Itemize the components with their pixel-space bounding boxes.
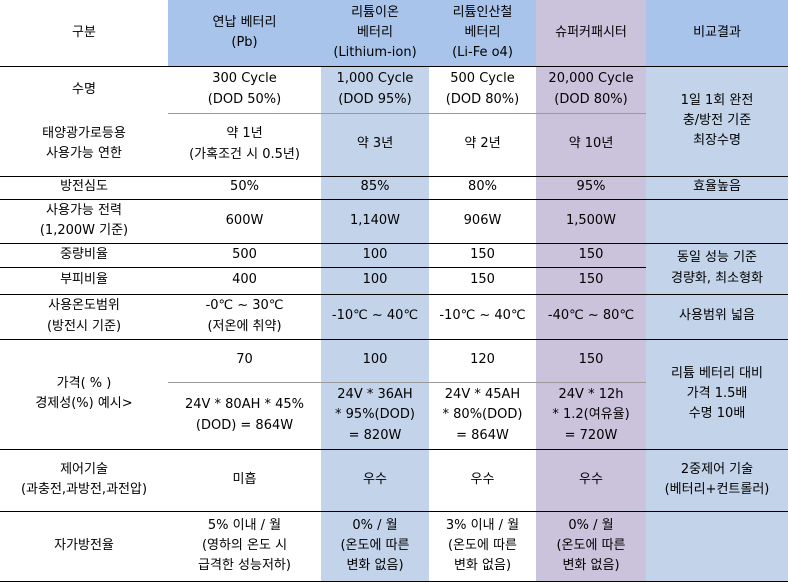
cell-weight-pb: 500 — [168, 242, 321, 267]
row-label-volume: 부피비율 — [0, 266, 168, 294]
row-label-weight: 중량비율 — [0, 242, 168, 267]
cell-solar-li: 약 3년 — [321, 112, 429, 176]
cell-selfdischarge-pb: 5% 이내 / 월 (영하의 온도 시 급격한 성능저하) — [168, 510, 321, 582]
cell-life-li: 1,000 Cycle (DOD 95%) — [321, 66, 429, 113]
cell-price-lfp: 120 — [429, 338, 536, 382]
cell-econ-sc: 24V * 12h * 1.2(여유율) = 720W — [536, 381, 646, 449]
cell-life-sc: 20,000 Cycle (DOD 80%) — [536, 66, 646, 113]
cell-power-lfp: 906W — [429, 198, 536, 243]
cell-life-pb: 300 Cycle (DOD 50%) — [168, 66, 321, 113]
row-label-dod: 방전심도 — [0, 175, 168, 199]
cell-power-li: 1,140W — [321, 198, 429, 243]
cell-solar-sc: 약 10년 — [536, 112, 646, 176]
cell-control-li: 우수 — [321, 448, 429, 511]
cell-control-result: 2중제어 기술 (베터리+컨트롤러) — [646, 448, 788, 511]
cell-solar-lfp: 약 2년 — [429, 112, 536, 176]
header-supercapacitor: 슈퍼커패시터 — [536, 0, 646, 67]
row-label-temp: 사용온도범위 (방전시 기준) — [0, 293, 168, 339]
cell-power-sc: 1,500W — [536, 198, 646, 243]
row-label-power: 사용가능 전력 (1,200W 기준) — [0, 198, 168, 243]
cell-selfdischarge-lfp: 3% 이내 / 월 (온도에 따른 변화 없음) — [429, 510, 536, 582]
header-category: 구분 — [0, 0, 168, 67]
cell-control-pb: 미흡 — [168, 448, 321, 511]
cell-dod-sc: 95% — [536, 175, 646, 199]
cell-temp-pb: -0℃ ~ 30℃ (저온에 취약) — [168, 293, 321, 339]
cell-selfdischarge-li: 0% / 월 (온도에 따른 변화 없음) — [321, 510, 429, 582]
cell-control-sc: 우수 — [536, 448, 646, 511]
cell-econ-li: 24V * 36AH * 95%(DOD) = 820W — [321, 381, 429, 449]
cell-temp-lfp: -10℃ ~ 40℃ — [429, 293, 536, 339]
header-lithium-ion: 리튬이온 베터리 (Lithium-ion) — [321, 0, 429, 67]
cell-life-lfp: 500 Cycle (DOD 80%) — [429, 66, 536, 113]
cell-weight-sc: 150 — [536, 242, 646, 267]
cell-dod-lfp: 80% — [429, 175, 536, 199]
cell-control-lfp: 우수 — [429, 448, 536, 511]
row-label-solar: 태양광가로등용 사용가능 연한 — [0, 113, 168, 176]
header-lifepo4: 리튬인산철 베터리 (Li-Fe o4) — [429, 0, 536, 67]
cell-power-pb: 600W — [168, 198, 321, 243]
cell-dod-li: 85% — [321, 175, 429, 199]
cell-volume-li: 100 — [321, 266, 429, 294]
cell-temp-li: -10℃ ~ 40℃ — [321, 293, 429, 339]
cell-econ-lfp: 24V * 45AH * 80%(DOD) = 864W — [429, 381, 536, 449]
cell-temp-result: 사용범위 넓음 — [646, 293, 788, 339]
cell-price-pb: 70 — [168, 338, 321, 382]
cell-selfdischarge-result — [646, 510, 788, 582]
cell-price-li: 100 — [321, 338, 429, 382]
cell-price-sc: 150 — [536, 338, 646, 382]
row-label-selfdischarge: 자가방전율 — [0, 510, 168, 582]
cell-dod-pb: 50% — [168, 175, 321, 199]
cell-life-result: 1일 1회 완전 충/방전 기준 최장수명 — [646, 66, 788, 176]
cell-econ-result: 리튬 베터리 대비 가격 1.5배 수명 10배 — [646, 338, 788, 449]
cell-volume-pb: 400 — [168, 266, 321, 294]
cell-dod-result: 효율높음 — [646, 175, 788, 199]
header-comparison: 비교결과 — [646, 0, 788, 67]
cell-econ-pb: 24V * 80AH * 45% (DOD) = 864W — [168, 381, 321, 449]
row-label-control: 제어기술 (과충전,과방전,과전압) — [0, 448, 168, 511]
cell-solar-pb: 약 1년 (가혹조건 시 0.5년) — [168, 112, 321, 176]
row-label-econ: 가격( % ) 경제성(%) 예시> — [0, 338, 168, 449]
cell-temp-sc: -40℃ ~ 80℃ — [536, 293, 646, 339]
row-label-life: 수명 — [0, 66, 168, 113]
cell-weight-li: 100 — [321, 242, 429, 267]
cell-weight-lfp: 150 — [429, 242, 536, 267]
cell-volume-sc: 150 — [536, 266, 646, 294]
header-lead-acid: 연납 베터리 (Pb) — [168, 0, 321, 67]
cell-weight-result: 동일 성능 기준 경량화, 최소형화 — [646, 242, 788, 294]
cell-selfdischarge-sc: 0% / 월 (온도에 따른 변화 없음) — [536, 510, 646, 582]
cell-volume-lfp: 150 — [429, 266, 536, 294]
cell-power-result — [646, 198, 788, 243]
